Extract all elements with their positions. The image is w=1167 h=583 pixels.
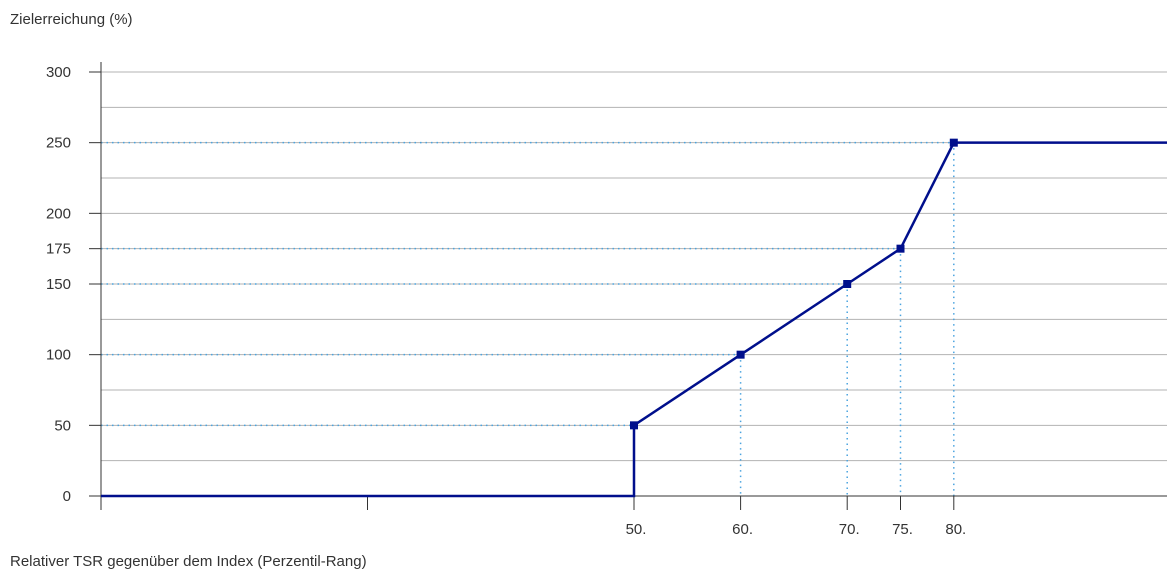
x-axis-title: Relativer TSR gegenüber dem Index (Perze… xyxy=(10,553,367,570)
y-tick-label: 250 xyxy=(46,135,71,152)
data-point xyxy=(736,350,745,359)
data-point xyxy=(949,138,958,147)
data-point xyxy=(843,280,852,288)
y-tick-label: 50 xyxy=(54,417,71,434)
y-tick-label: 0 xyxy=(63,488,71,505)
x-tick-label: 70. xyxy=(839,521,860,538)
y-tick-label: 100 xyxy=(46,347,71,364)
tick-labels: 0 50 100 150 175 200 250 300 50. 60. 70. 75. 80. xyxy=(46,64,966,538)
x-tick-label: 50. xyxy=(626,521,647,538)
y-tick-label: 175 xyxy=(46,241,71,258)
y-axis-title: Zielerreichung (%) xyxy=(10,11,133,28)
x-tick-label: 80. xyxy=(945,521,966,538)
x-tick-label: 75. xyxy=(892,521,913,538)
y-tick-label: 300 xyxy=(46,64,71,81)
series-layer xyxy=(101,141,1167,498)
data-point xyxy=(630,421,638,430)
axes xyxy=(89,62,1167,510)
grid-lines xyxy=(101,71,1167,462)
y-tick-label: 200 xyxy=(46,205,71,222)
series-line xyxy=(101,141,1167,498)
data-point xyxy=(896,244,905,253)
y-tick-label: 150 xyxy=(46,276,71,293)
markers xyxy=(630,138,958,430)
x-tick-label: 60. xyxy=(732,521,753,538)
